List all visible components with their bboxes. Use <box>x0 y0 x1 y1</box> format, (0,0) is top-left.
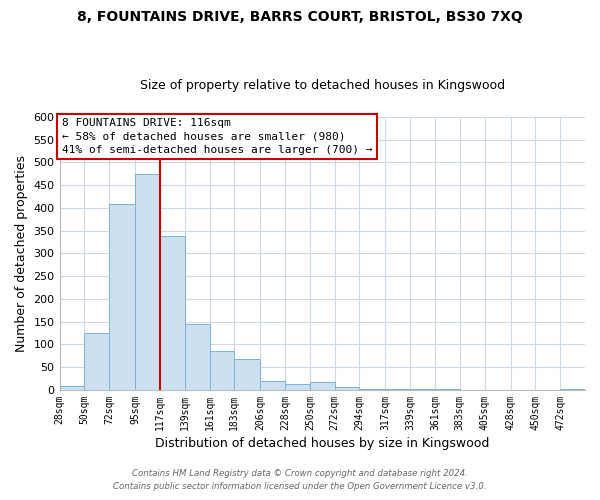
Bar <box>310 382 335 390</box>
Bar <box>185 324 209 390</box>
Bar <box>59 386 85 390</box>
Bar <box>335 387 359 390</box>
Text: 8 FOUNTAINS DRIVE: 116sqm
← 58% of detached houses are smaller (980)
41% of semi: 8 FOUNTAINS DRIVE: 116sqm ← 58% of detac… <box>62 118 372 154</box>
Bar <box>109 204 135 390</box>
Y-axis label: Number of detached properties: Number of detached properties <box>15 155 28 352</box>
Bar <box>285 384 310 390</box>
Text: 8, FOUNTAINS DRIVE, BARRS COURT, BRISTOL, BS30 7XQ: 8, FOUNTAINS DRIVE, BARRS COURT, BRISTOL… <box>77 10 523 24</box>
Title: Size of property relative to detached houses in Kingswood: Size of property relative to detached ho… <box>140 79 505 92</box>
Bar <box>85 333 109 390</box>
Bar <box>235 359 260 390</box>
X-axis label: Distribution of detached houses by size in Kingswood: Distribution of detached houses by size … <box>155 437 490 450</box>
Bar <box>260 381 285 390</box>
Bar <box>560 389 585 390</box>
Bar <box>135 174 160 390</box>
Bar <box>359 389 385 390</box>
Text: Contains HM Land Registry data © Crown copyright and database right 2024.
Contai: Contains HM Land Registry data © Crown c… <box>113 470 487 491</box>
Bar <box>385 389 410 390</box>
Bar <box>160 236 185 390</box>
Bar <box>209 351 235 390</box>
